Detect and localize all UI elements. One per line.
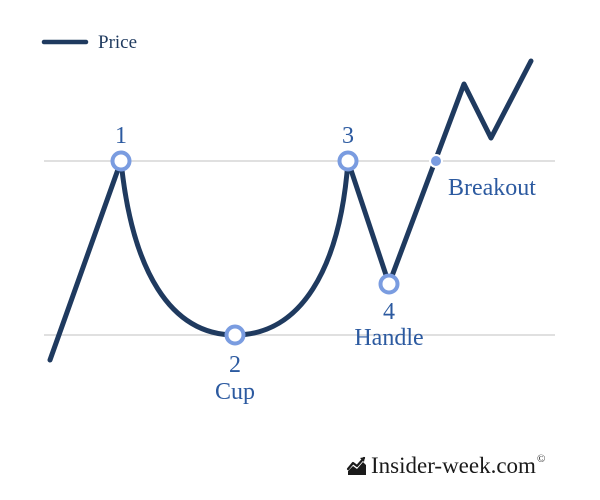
point-2-number: 2 <box>229 352 241 378</box>
point-2-marker <box>224 324 246 346</box>
point-2-name: Cup <box>215 379 255 405</box>
point-4-marker <box>378 273 400 295</box>
copyright-symbol: © <box>536 453 546 465</box>
brand-name: Insider-week.com <box>371 453 536 478</box>
point-4-name: Handle <box>354 325 423 351</box>
breakout-label: Breakout <box>448 175 536 201</box>
point-1-number: 1 <box>115 123 127 149</box>
breakout-marker <box>429 154 443 168</box>
legend-label: Price <box>98 32 137 53</box>
price-line <box>47 58 534 363</box>
legend: Price <box>41 32 137 53</box>
point-3-marker <box>337 150 359 172</box>
brand-watermark: Insider-week.com © <box>346 452 545 480</box>
point-1-marker <box>110 150 132 172</box>
point-4-number: 4 <box>383 299 395 325</box>
point-3-number: 3 <box>342 123 354 149</box>
chart-trend-icon <box>346 456 366 475</box>
